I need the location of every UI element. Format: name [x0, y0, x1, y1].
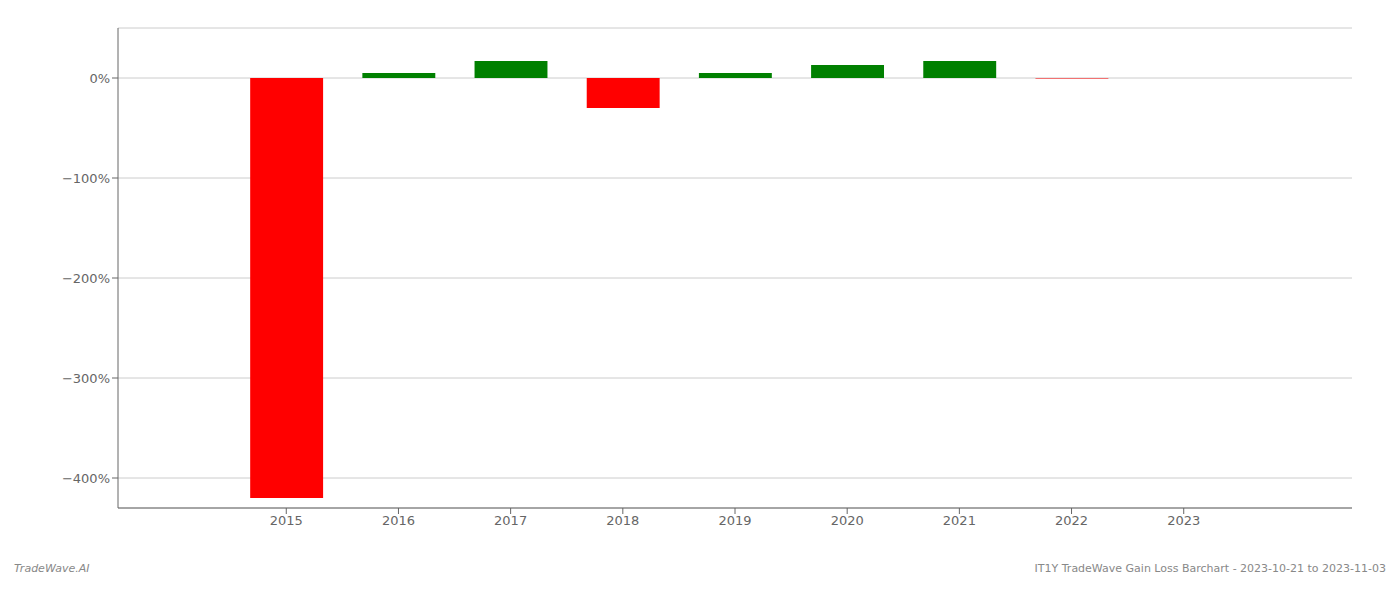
svg-text:−100%: −100% — [62, 171, 110, 186]
svg-text:2022: 2022 — [1055, 513, 1088, 528]
svg-text:−200%: −200% — [62, 271, 110, 286]
html-text:TradeWave.AI: TradeWave.AI — [14, 562, 90, 575]
svg-text:2018: 2018 — [606, 513, 639, 528]
svg-text:−400%: −400% — [62, 471, 110, 486]
svg-text:−300%: −300% — [62, 371, 110, 386]
svg-text:2017: 2017 — [494, 513, 527, 528]
svg-text:2016: 2016 — [382, 513, 415, 528]
html-text:IT1Y TradeWave Gain Loss Barch: IT1Y TradeWave Gain Loss Barchart - 2023… — [1034, 562, 1386, 575]
svg-text:2021: 2021 — [943, 513, 976, 528]
svg-text:0%: 0% — [89, 71, 110, 86]
svg-text:2019: 2019 — [718, 513, 751, 528]
svg-text:2015: 2015 — [270, 513, 303, 528]
svg-text:2020: 2020 — [831, 513, 864, 528]
svg-text:2023: 2023 — [1167, 513, 1200, 528]
